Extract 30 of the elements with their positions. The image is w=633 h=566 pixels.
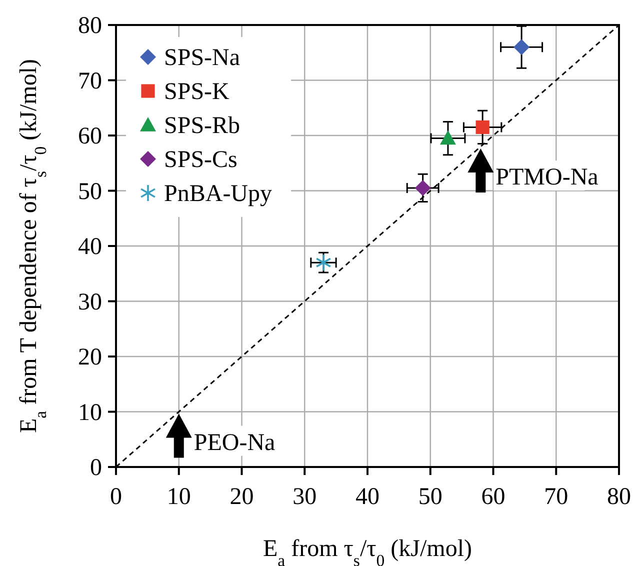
point [440, 130, 456, 145]
y-tick-label: 10 [78, 400, 102, 426]
y-tick-label: 70 [78, 68, 102, 94]
legend-label: SPS-Rb [164, 113, 240, 139]
point [414, 180, 431, 196]
point [476, 120, 490, 134]
x-tick-label: 0 [110, 484, 122, 510]
annotation: PEO-Na [194, 430, 276, 456]
x-tick-label: 70 [544, 484, 568, 510]
y-tick-label: 50 [78, 178, 102, 205]
x-tick-label: 40 [356, 484, 380, 510]
x-axis-title: E$_{a}$ from τ$_{s}$/τ$_{0}$ (kJ/mol) [263, 536, 472, 566]
x-tick-label: 50 [418, 484, 442, 510]
legend-label: SPS-Na [164, 45, 240, 71]
annotation: PTMO-Na [496, 164, 599, 191]
x-tick-label: 20 [230, 484, 254, 510]
legend-label: SPS-Cs [164, 147, 238, 173]
x-tick-label: 10 [166, 484, 191, 510]
y-tick-label: 0 [90, 455, 102, 481]
legend-label: SPS-K [164, 79, 230, 105]
point [514, 39, 530, 56]
x-tick-label: 30 [292, 484, 317, 510]
y-tick-label: 30 [78, 289, 102, 316]
legend-label: PnBA-Upy [164, 181, 272, 207]
y-tick-label: 20 [78, 344, 102, 370]
y-tick-label: 60 [78, 124, 102, 150]
x-tick-label: 80 [607, 484, 631, 510]
y-tick-label: 40 [78, 234, 102, 260]
y-tick-label: 80 [78, 13, 102, 39]
x-tick-label: 60 [481, 484, 506, 510]
